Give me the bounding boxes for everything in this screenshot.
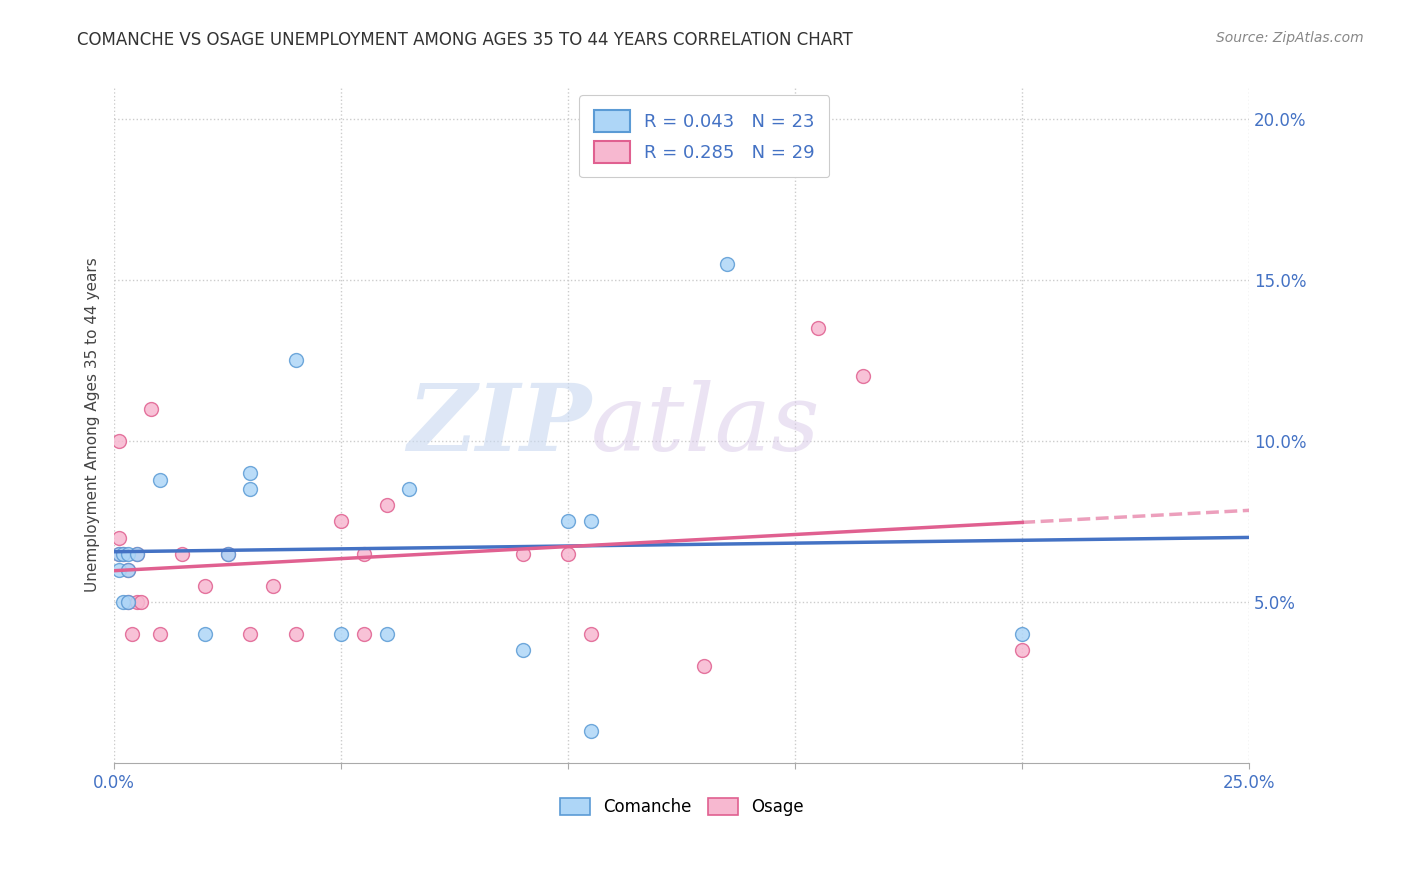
Point [579,723,602,738]
Point [807,321,830,335]
Point [239,466,262,480]
Text: atlas: atlas [591,380,821,470]
Point [398,482,420,496]
Point [112,547,135,561]
Point [107,547,129,561]
Point [194,627,217,641]
Point [125,547,148,561]
Point [512,643,534,657]
Point [117,563,139,577]
Point [194,579,217,593]
Point [1011,643,1033,657]
Point [112,547,135,561]
Point [375,498,398,512]
Point [107,547,129,561]
Point [149,473,172,487]
Point [579,627,602,641]
Point [693,659,716,673]
Point [330,515,353,529]
Point [107,531,129,545]
Point [353,627,375,641]
Point [353,547,375,561]
Point [217,547,239,561]
Point [284,353,307,368]
Point [512,547,534,561]
Point [716,257,738,271]
Point [125,547,148,561]
Point [117,595,139,609]
Point [117,547,139,561]
Point [284,627,307,641]
Point [262,579,284,593]
Point [112,595,135,609]
Point [330,627,353,641]
Point [131,595,153,609]
Point [117,563,139,577]
Point [149,627,172,641]
Point [1011,627,1033,641]
Point [375,627,398,641]
Point [125,595,148,609]
Point [139,401,162,416]
Point [107,563,129,577]
Point [557,547,579,561]
Point [239,627,262,641]
Point [107,434,129,448]
Text: Source: ZipAtlas.com: Source: ZipAtlas.com [1216,31,1364,45]
Text: COMANCHE VS OSAGE UNEMPLOYMENT AMONG AGES 35 TO 44 YEARS CORRELATION CHART: COMANCHE VS OSAGE UNEMPLOYMENT AMONG AGE… [77,31,853,49]
Point [239,482,262,496]
Point [557,515,579,529]
Point [852,369,875,384]
Point [117,595,139,609]
Legend: Comanche, Osage: Comanche, Osage [553,791,811,822]
Text: ZIP: ZIP [406,380,591,470]
Point [579,515,602,529]
Point [121,627,143,641]
Y-axis label: Unemployment Among Ages 35 to 44 years: Unemployment Among Ages 35 to 44 years [86,258,100,592]
Point [217,547,239,561]
Point [172,547,194,561]
